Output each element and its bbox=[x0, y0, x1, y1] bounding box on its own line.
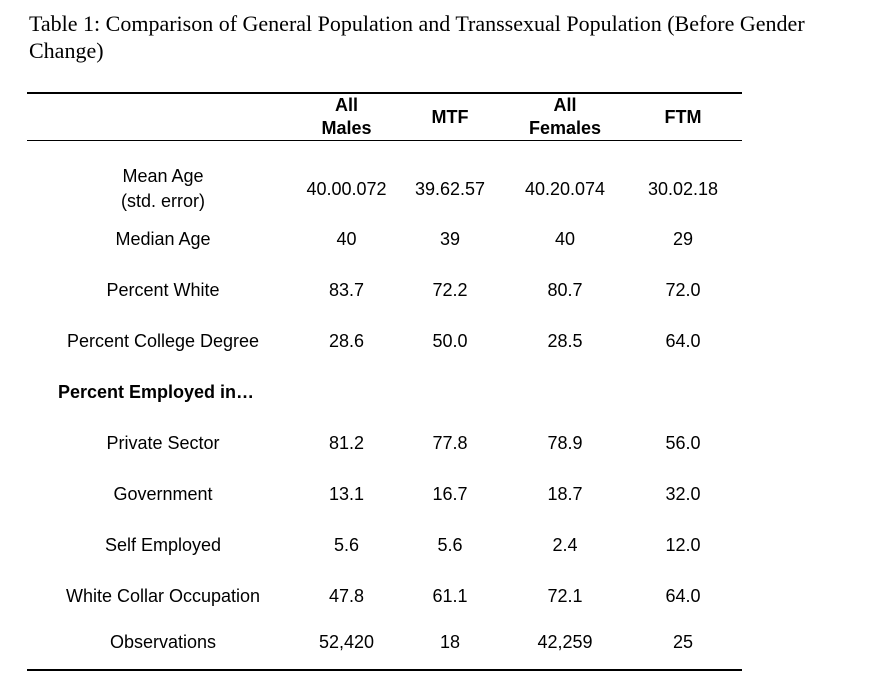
cell-value: 28.5 bbox=[547, 331, 583, 351]
cell-value: 72.0 bbox=[665, 280, 701, 300]
cell-value: 30.0 bbox=[647, 178, 683, 199]
header-all-females-line1: All bbox=[553, 95, 577, 115]
row-label-government: Government bbox=[113, 484, 213, 504]
data-table: All Males MTF All Females FTM Mean A bbox=[27, 92, 742, 671]
cell-se: 2.57 bbox=[450, 178, 486, 199]
cell-value: 28.6 bbox=[328, 331, 365, 351]
cell-value: 72.2 bbox=[432, 280, 468, 300]
table-header: All Males MTF All Females FTM bbox=[27, 92, 742, 141]
table-row-government: Government 13.1 16.7 18.7 32.0 bbox=[27, 469, 742, 520]
header-ftm-label: FTM bbox=[664, 106, 702, 127]
row-label-percent-college: Percent College Degree bbox=[66, 331, 260, 351]
table-row-self-employed: Self Employed 5.6 5.6 2.4 12.0 bbox=[27, 520, 742, 571]
header-all-males-line2: Males bbox=[321, 118, 372, 138]
cell-se: 0.074 bbox=[560, 178, 606, 199]
cell-value: 50.0 bbox=[432, 331, 468, 351]
cell-value: 32.0 bbox=[665, 484, 701, 504]
table-row-median-age: Median Age 40 39 40 29 bbox=[27, 214, 742, 265]
cell-value: 40 bbox=[336, 229, 357, 249]
cell-value: 64.0 bbox=[665, 586, 701, 606]
header-row: All Males MTF All Females FTM bbox=[27, 92, 742, 141]
spacer-row bbox=[27, 141, 742, 165]
row-label-median-age: Median Age bbox=[115, 229, 211, 249]
table-body: Mean Age (std. error) 40.00.072 39.62.57… bbox=[27, 141, 742, 671]
row-label-self-employed: Self Employed bbox=[104, 535, 222, 555]
row-label-private-sector: Private Sector bbox=[106, 433, 220, 453]
cell: 40.20.074 bbox=[506, 164, 624, 214]
cell-value: 64.0 bbox=[665, 331, 701, 351]
cell-value: 47.8 bbox=[328, 586, 365, 606]
table-row-private-sector: Private Sector 81.2 77.8 78.9 56.0 bbox=[27, 418, 742, 469]
row-label-std-error: (std. error) bbox=[120, 191, 205, 211]
header-all-males: All Males bbox=[299, 92, 394, 141]
cell-value: 77.8 bbox=[432, 433, 468, 453]
cell: 30.02.18 bbox=[624, 164, 742, 214]
header-blank bbox=[27, 92, 299, 141]
cell-value: 78.9 bbox=[547, 433, 583, 453]
table-caption: Table 1: Comparison of General Populatio… bbox=[29, 11, 805, 63]
cell-value: 13.1 bbox=[328, 484, 365, 504]
cell-value: 40.0 bbox=[306, 178, 342, 199]
cell-value: 61.1 bbox=[432, 586, 468, 606]
row-label-observations: Observations bbox=[27, 622, 299, 671]
header-all-females-line2: Females bbox=[528, 118, 602, 138]
header-all-females: All Females bbox=[506, 92, 624, 141]
cell-value: 40 bbox=[554, 229, 576, 249]
table-row-white-collar: White Collar Occupation 47.8 61.1 72.1 6… bbox=[27, 571, 742, 622]
cell-value: 5.6 bbox=[333, 535, 360, 555]
cell-value: 16.7 bbox=[432, 484, 468, 504]
row-label-white-collar: White Collar Occupation bbox=[65, 586, 261, 606]
cell-value: 39.6 bbox=[414, 178, 450, 199]
section-heading-employed: Percent Employed in… bbox=[58, 382, 255, 402]
row-label: Mean Age (std. error) bbox=[27, 164, 299, 214]
cell-value: 56.0 bbox=[665, 433, 701, 453]
cell-value: 18 bbox=[394, 622, 506, 671]
header-mtf: MTF bbox=[394, 92, 506, 141]
cell-value: 39 bbox=[439, 229, 461, 249]
cell-se: 2.18 bbox=[683, 178, 719, 199]
table-row-observations: Observations 52,420 18 42,259 25 bbox=[27, 622, 742, 671]
cell-value: 42,259 bbox=[506, 622, 624, 671]
cell-value: 81.2 bbox=[328, 433, 365, 453]
cell-value: 5.6 bbox=[437, 535, 463, 555]
cell: 40.00.072 bbox=[299, 164, 394, 214]
cell: 39.62.57 bbox=[394, 164, 506, 214]
header-all-males-line1: All bbox=[334, 95, 358, 115]
cell-value: 2.4 bbox=[552, 535, 578, 555]
table-row-section-employed: Percent Employed in… bbox=[27, 367, 742, 418]
row-label-mean-age: Mean Age bbox=[122, 166, 204, 186]
cell-value: 40.2 bbox=[524, 178, 560, 199]
header-ftm: FTM bbox=[624, 92, 742, 141]
header-mtf-label: MTF bbox=[431, 106, 469, 127]
cell-value: 52,420 bbox=[299, 622, 394, 671]
cell-value: 83.7 bbox=[328, 280, 365, 300]
cell-value: 29 bbox=[672, 229, 694, 249]
cell-se: 0.072 bbox=[341, 178, 387, 199]
comparison-table: All Males MTF All Females FTM Mean A bbox=[27, 92, 742, 671]
cell-value: 25 bbox=[624, 622, 742, 671]
row-label-percent-white: Percent White bbox=[106, 280, 220, 300]
cell-value: 12.0 bbox=[665, 535, 701, 555]
cell-value: 80.7 bbox=[547, 280, 583, 300]
table-row-mean-age: Mean Age (std. error) 40.00.072 39.62.57… bbox=[27, 164, 742, 214]
cell-value: 72.1 bbox=[547, 586, 583, 606]
table-row-percent-white: Percent White 83.7 72.2 80.7 72.0 bbox=[27, 265, 742, 316]
table-row-percent-college: Percent College Degree 28.6 50.0 28.5 64… bbox=[27, 316, 742, 367]
cell-value: 18.7 bbox=[547, 484, 583, 504]
